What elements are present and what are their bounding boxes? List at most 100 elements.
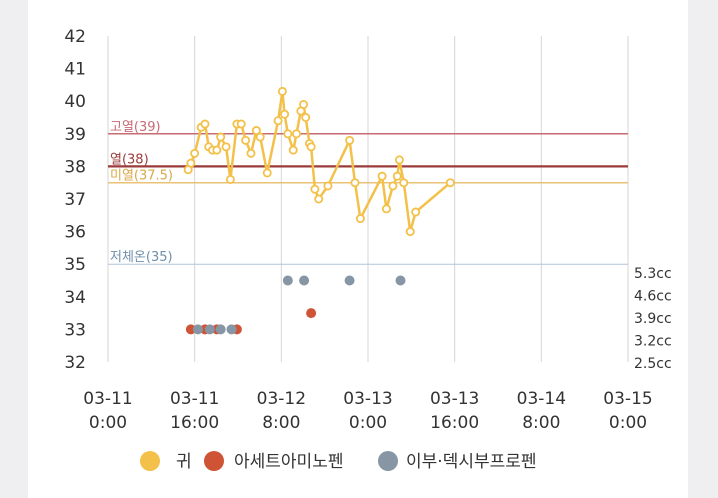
- data-point: [283, 129, 293, 139]
- y-tick-label: 39: [64, 125, 86, 145]
- right-axis-ticks: 5.3cc 4.6cc 3.9cc 3.2cc 2.5cc: [634, 266, 672, 372]
- y-tick-label: 33: [64, 320, 86, 340]
- data-point: [204, 324, 215, 335]
- legend[interactable]: 귀 아세트아미노펜 이부·덱시부프로펜: [140, 451, 537, 472]
- data-point: [288, 145, 298, 155]
- data-point: [394, 155, 404, 165]
- legend-label: 아세트아미노펜: [234, 452, 343, 472]
- y-tick-label: 34: [64, 288, 86, 308]
- data-point: [310, 184, 320, 194]
- data-series: [183, 86, 455, 335]
- data-point: [185, 324, 196, 335]
- y-axis-ticks: 32 33 34 35 36 37 38 39 40 41 42: [64, 27, 86, 373]
- y-tick-label: 42: [64, 27, 86, 47]
- data-point: [241, 135, 251, 145]
- data-point: [350, 178, 360, 188]
- data-point: [301, 113, 311, 123]
- data-point: [355, 214, 365, 224]
- x-tick-time: 0:00: [609, 413, 647, 433]
- reference-label: 저체온(35): [110, 250, 173, 265]
- x-tick-time: 8:00: [262, 413, 300, 433]
- series-line: [187, 90, 452, 233]
- data-point: [200, 119, 210, 129]
- legend-marker: [204, 451, 224, 471]
- x-tick-date: 03-15: [603, 389, 652, 409]
- y-tick-label: 40: [64, 92, 86, 112]
- data-point: [273, 116, 283, 126]
- right-tick-label: 2.5cc: [634, 356, 672, 372]
- data-point: [236, 119, 246, 129]
- x-tick-time: 8:00: [522, 413, 560, 433]
- data-point: [345, 135, 355, 145]
- reference-label: 열(38): [110, 152, 149, 167]
- data-point: [216, 132, 226, 142]
- data-point: [411, 207, 421, 217]
- data-point: [314, 194, 324, 204]
- reference-label: 고열(39): [110, 120, 161, 135]
- x-tick-date: 03-12: [257, 389, 306, 409]
- legend-item[interactable]: 아세트아미노펜: [204, 451, 343, 472]
- data-point: [221, 142, 231, 152]
- right-tick-label: 3.9cc: [634, 311, 672, 327]
- right-tick-label: 3.2cc: [634, 334, 672, 350]
- data-point: [212, 145, 222, 155]
- right-tick-label: 4.6cc: [634, 289, 672, 305]
- right-tick-label: 5.3cc: [634, 266, 672, 282]
- data-point: [226, 324, 237, 335]
- x-axis-ticks: 03-11 0:00 03-11 16:00 03-12 8:00 03-13 0:00 03-…: [83, 389, 652, 433]
- x-tick-time: 0:00: [349, 413, 387, 433]
- x-tick-date: 03-14: [517, 389, 566, 409]
- x-tick-date: 03-11: [83, 389, 132, 409]
- chart-card: 고열(39) 열(38) 미열(37.5) 저체온(35) 32 33 34 35 36 37 3…: [28, 0, 688, 498]
- reference-lines: 고열(39) 열(38) 미열(37.5) 저체온(35): [108, 120, 628, 265]
- data-point: [262, 168, 272, 178]
- y-tick-label: 38: [64, 157, 86, 177]
- data-point: [225, 174, 235, 184]
- data-point: [251, 126, 261, 136]
- y-tick-label: 36: [64, 223, 86, 243]
- legend-label: 이부·덱시부프로펜: [406, 452, 537, 472]
- data-point: [192, 324, 203, 335]
- data-point: [291, 129, 301, 139]
- temperature-chart: 고열(39)열(38)미열(37.5)저체온(35) 3233343536373…: [64, 27, 672, 472]
- x-tick-time: 0:00: [89, 413, 127, 433]
- data-point: [306, 142, 316, 152]
- legend-item[interactable]: 이부·덱시부프로펜: [378, 451, 537, 472]
- x-tick-date: 03-13: [343, 389, 392, 409]
- data-point: [445, 178, 455, 188]
- data-point: [280, 109, 290, 119]
- data-point: [215, 324, 226, 335]
- data-point: [306, 308, 317, 319]
- data-point: [190, 148, 200, 158]
- gridlines: [107, 36, 629, 362]
- data-point: [399, 178, 409, 188]
- data-point: [282, 275, 293, 286]
- x-tick-time: 16:00: [170, 413, 219, 433]
- legend-marker: [140, 451, 160, 471]
- legend-item[interactable]: 귀: [140, 451, 192, 472]
- data-point: [377, 171, 387, 181]
- data-point: [388, 181, 398, 191]
- data-point: [255, 132, 265, 142]
- data-point: [381, 204, 391, 214]
- x-tick-date: 03-11: [170, 389, 219, 409]
- data-point: [277, 86, 287, 96]
- data-point: [186, 158, 196, 168]
- y-tick-label: 41: [64, 60, 86, 80]
- data-point: [299, 275, 310, 286]
- x-tick-time: 16:00: [430, 413, 479, 433]
- data-point: [246, 148, 256, 158]
- y-tick-label: 32: [64, 353, 86, 373]
- data-point: [323, 181, 333, 191]
- data-point: [392, 171, 402, 181]
- reference-label: 미열(37.5): [110, 169, 173, 184]
- y-tick-label: 35: [64, 255, 86, 275]
- data-point: [395, 275, 406, 286]
- y-tick-label: 37: [64, 190, 86, 210]
- data-point: [344, 275, 355, 286]
- data-point: [405, 227, 415, 237]
- x-tick-date: 03-13: [430, 389, 479, 409]
- legend-marker: [378, 451, 398, 471]
- data-point: [299, 99, 309, 109]
- legend-label: 귀: [176, 452, 192, 472]
